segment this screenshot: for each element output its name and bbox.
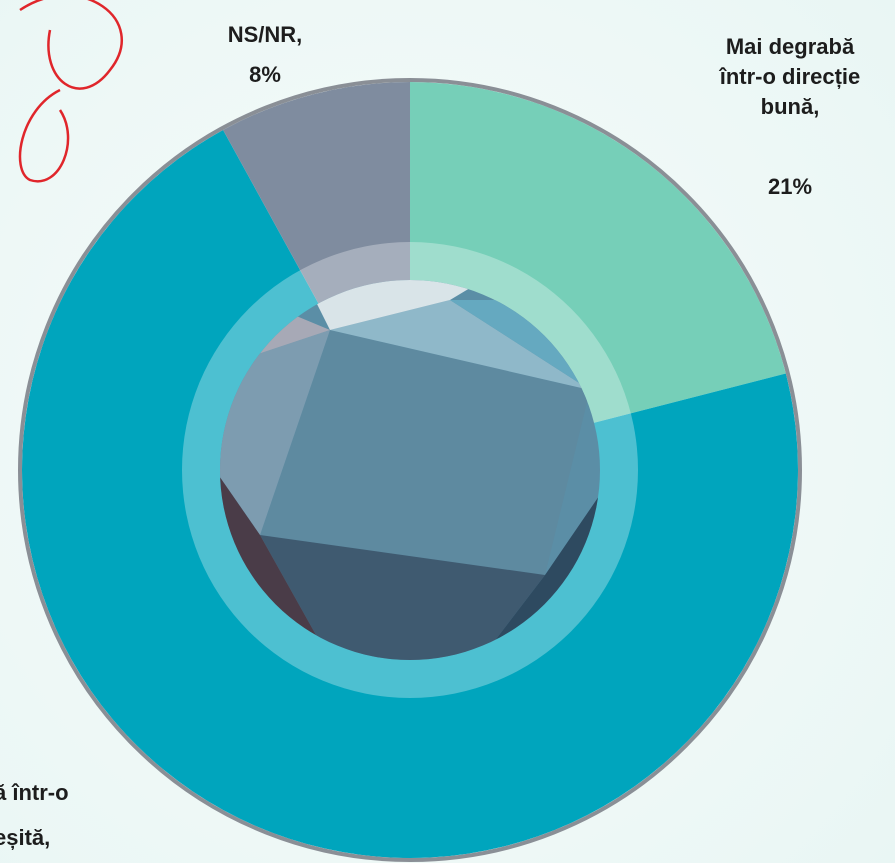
facet <box>260 535 545 660</box>
category-label: Mai degrabă într-o direcție bună, <box>719 34 861 119</box>
value-label: 8% <box>249 62 281 87</box>
category-label: ă într-o eșită, <box>0 780 69 850</box>
gem <box>220 280 600 660</box>
facet <box>220 330 330 535</box>
facet <box>330 300 590 390</box>
facet <box>260 330 590 575</box>
annotation-scribble <box>18 0 124 183</box>
outer-ring <box>18 78 802 862</box>
value-label: 21% <box>767 174 813 199</box>
category-label: NS/NR, <box>227 22 303 47</box>
